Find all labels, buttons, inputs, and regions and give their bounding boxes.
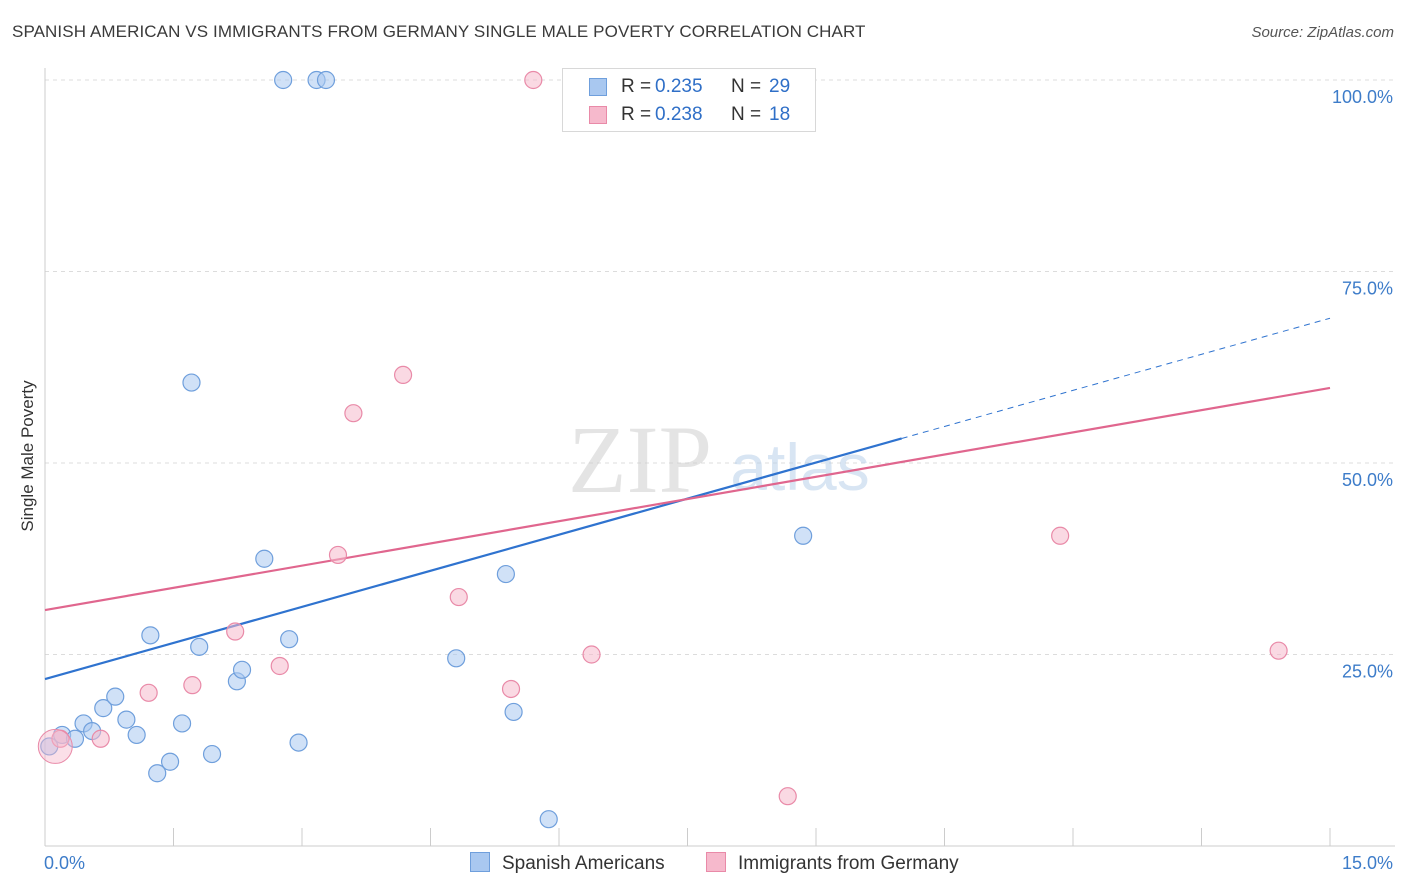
german-immigrant-point xyxy=(344,404,363,423)
german-immigrant-point xyxy=(501,679,521,699)
spanish-american-trend-extension xyxy=(901,317,1331,439)
spanish-american-point xyxy=(94,699,113,718)
spanish-american-point xyxy=(274,70,293,90)
spanish-american-point xyxy=(117,710,136,729)
german-immigrant-point xyxy=(778,787,797,806)
german-immigrant-point xyxy=(449,587,468,607)
german-immigrant-point xyxy=(139,683,158,702)
stats-legend: R = 0.235 N = 29 R = 0.238 N = 18 xyxy=(562,68,816,132)
stats-row-immigrants-germany: R = 0.238 N = 18 xyxy=(563,101,815,129)
spanish-american-point xyxy=(160,752,180,771)
spanish-american-point xyxy=(539,810,558,829)
german-immigrant-point xyxy=(270,656,289,676)
r-value: 0.238 xyxy=(655,104,703,125)
spanish-american-point xyxy=(202,744,222,764)
german-immigrant-cluster-point xyxy=(37,728,73,764)
axes xyxy=(44,68,1395,847)
chart-title: SPANISH AMERICAN VS IMMIGRANTS FROM GERM… xyxy=(12,22,866,41)
spanish-american-point xyxy=(496,564,515,584)
pink-swatch xyxy=(589,106,607,124)
x-tick-label: 15.0% xyxy=(1342,853,1393,873)
stats-row-spanish-americans: R = 0.235 N = 29 xyxy=(563,73,815,101)
r-label: R = xyxy=(621,104,652,125)
german-immigrant-point xyxy=(582,645,601,664)
spanish-american-point xyxy=(280,630,299,649)
trend-lines xyxy=(44,317,1331,681)
german-immigrant-point xyxy=(226,622,245,641)
spanish-american-trend-line xyxy=(44,437,902,681)
n-label: N = xyxy=(731,104,762,125)
pink-swatch xyxy=(706,852,726,872)
spanish-american-point xyxy=(172,714,192,733)
legend-item-spanish-americans[interactable]: Spanish Americans xyxy=(470,852,665,875)
german-immigrant-point xyxy=(524,70,543,90)
german-immigrant-point xyxy=(393,365,413,385)
y-tick-label: 25.0% xyxy=(1342,662,1393,682)
legend-item-immigrants-germany[interactable]: Immigrants from Germany xyxy=(706,852,959,875)
data-points xyxy=(37,70,1288,829)
spanish-american-point xyxy=(141,626,160,645)
spanish-american-point xyxy=(794,526,813,545)
watermark-zip: ZIP xyxy=(568,406,712,513)
grid-lines xyxy=(45,79,1395,655)
legend-label: Immigrants from Germany xyxy=(738,853,959,874)
german-immigrant-point xyxy=(183,676,202,695)
spanish-american-point xyxy=(504,702,523,722)
german-immigrant-point xyxy=(91,729,110,748)
watermark: ZIP atlas xyxy=(568,406,870,513)
spanish-american-point xyxy=(148,764,167,783)
y-tick-label: 100.0% xyxy=(1332,87,1393,107)
x-tick-label: 0.0% xyxy=(44,853,85,873)
n-label: N = xyxy=(731,76,762,97)
spanish-american-point xyxy=(447,649,466,668)
blue-swatch xyxy=(470,852,490,872)
german-immigrant-trend-line xyxy=(44,386,1331,612)
n-value: 29 xyxy=(769,76,791,97)
german-immigrant-point xyxy=(328,545,348,565)
n-value: 18 xyxy=(769,104,791,125)
blue-swatch xyxy=(589,78,607,96)
spanish-american-point xyxy=(106,687,125,706)
y-tick-label: 50.0% xyxy=(1342,470,1393,490)
spanish-american-point xyxy=(255,549,274,568)
legend-label: Spanish Americans xyxy=(502,853,665,874)
spanish-american-point xyxy=(316,70,336,90)
spanish-american-point xyxy=(289,733,308,752)
spanish-american-point xyxy=(232,660,252,679)
german-immigrant-point xyxy=(1269,641,1288,660)
source-label: Source: ZipAtlas.com xyxy=(1251,24,1394,41)
tick-labels: 25.0% 50.0% 75.0% 100.0% 0.0% 15.0% xyxy=(44,87,1393,873)
german-immigrant-point xyxy=(1051,526,1070,545)
spanish-american-point xyxy=(190,637,209,656)
spanish-american-point xyxy=(127,725,146,745)
r-label: R = xyxy=(621,76,652,97)
y-tick-label: 75.0% xyxy=(1342,279,1393,299)
r-value: 0.235 xyxy=(655,76,703,97)
spanish-american-point xyxy=(182,373,201,392)
